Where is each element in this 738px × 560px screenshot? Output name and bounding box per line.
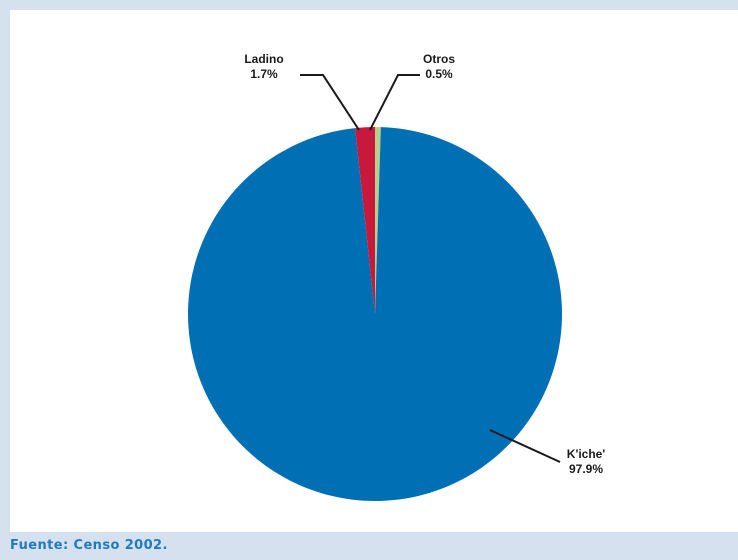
pie-slice-otros xyxy=(375,127,381,314)
slice-label-ladino: Ladino xyxy=(244,52,283,66)
slice-label-otros: Otros xyxy=(423,52,455,66)
leader-line-ladino xyxy=(300,74,360,131)
pie-slice-kiche xyxy=(188,127,563,501)
leader-line-kiche xyxy=(489,429,561,463)
slice-value-otros: 0.5% xyxy=(425,67,453,81)
pie-slice-ladino xyxy=(355,127,375,314)
source-note: Fuente: Censo 2002. xyxy=(10,538,168,553)
leader-line-otros xyxy=(369,74,420,131)
slice-value-ladino: 1.7% xyxy=(250,67,278,81)
slice-label-kiche: K'iche' xyxy=(567,447,606,461)
slice-value-kiche: 97.9% xyxy=(569,462,603,476)
